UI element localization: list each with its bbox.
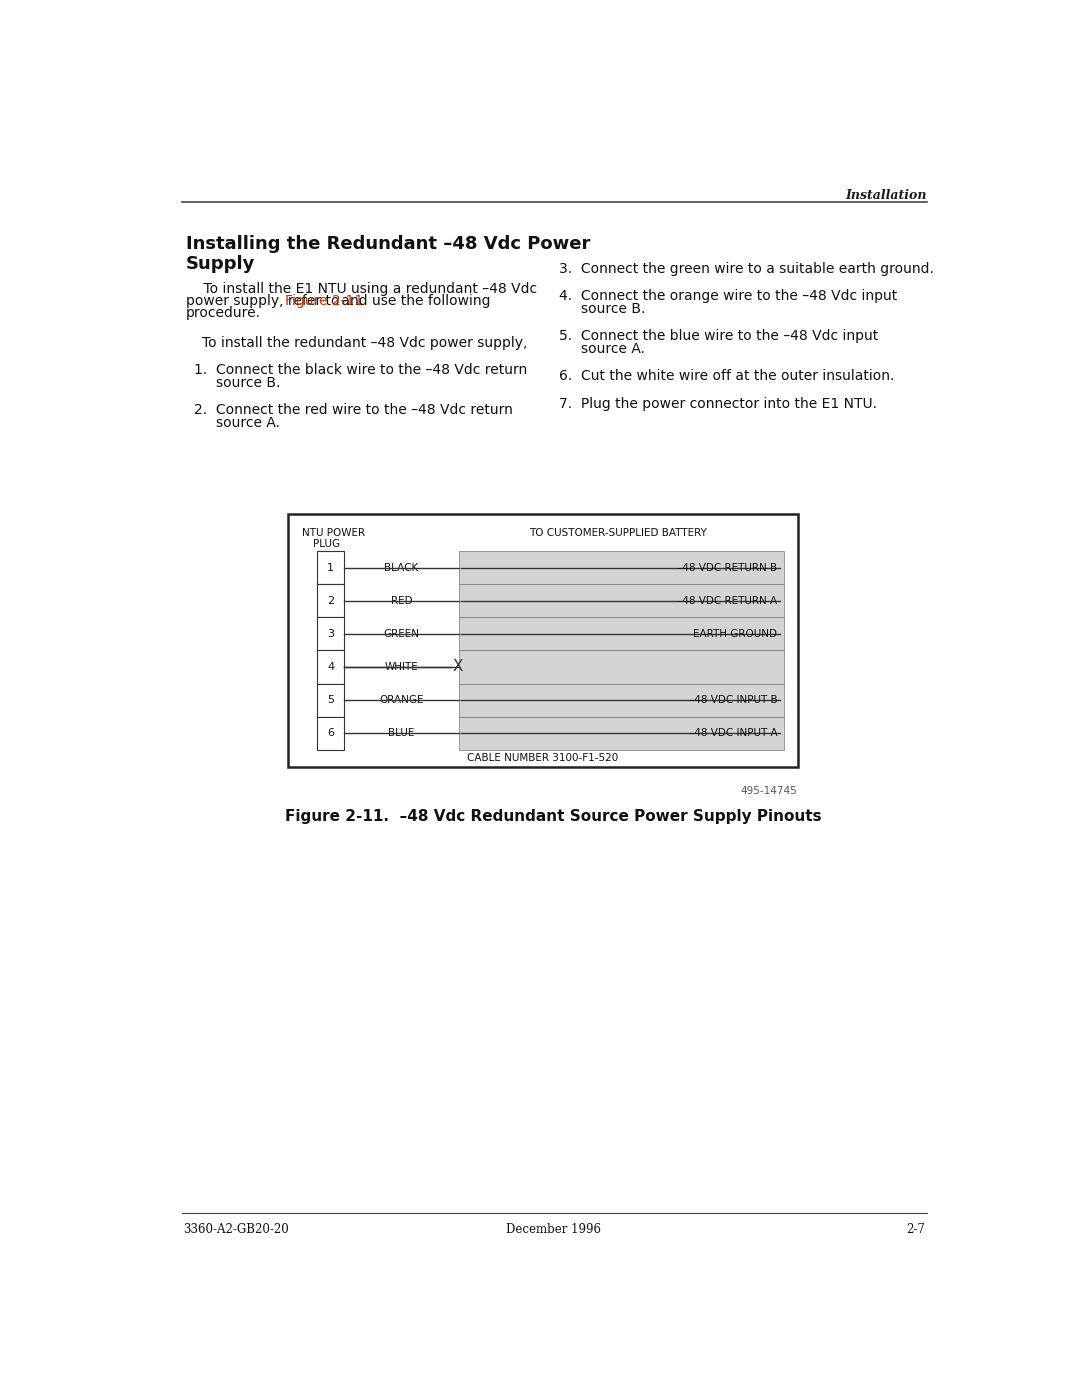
Text: Figure 2-11: Figure 2-11 <box>285 293 364 307</box>
Text: power supply, refer to: power supply, refer to <box>186 293 345 307</box>
Bar <box>459 550 784 584</box>
Bar <box>459 651 784 683</box>
Text: WHITE: WHITE <box>384 662 418 672</box>
Text: –48 VDC INPUT A: –48 VDC INPUT A <box>689 728 778 738</box>
Text: 6: 6 <box>327 728 334 738</box>
Text: BLACK: BLACK <box>384 563 419 573</box>
Text: BLUE: BLUE <box>389 728 415 738</box>
Text: –48 VDC INPUT B: –48 VDC INPUT B <box>689 696 778 705</box>
Bar <box>288 514 798 767</box>
Text: To install the E1 NTU using a redundant –48 Vdc: To install the E1 NTU using a redundant … <box>186 282 537 296</box>
Text: 5: 5 <box>327 696 334 705</box>
Bar <box>318 683 345 717</box>
Text: 2: 2 <box>327 595 334 606</box>
Text: EARTH GROUND: EARTH GROUND <box>693 629 778 638</box>
Text: 5.  Connect the blue wire to the –48 Vdc input: 5. Connect the blue wire to the –48 Vdc … <box>559 330 878 344</box>
Text: Installing the Redundant –48 Vdc Power: Installing the Redundant –48 Vdc Power <box>186 236 591 253</box>
Text: source B.: source B. <box>216 376 280 390</box>
Text: X: X <box>453 659 463 675</box>
Text: Supply: Supply <box>186 254 256 272</box>
Text: GREEN: GREEN <box>383 629 420 638</box>
Text: 4.  Connect the orange wire to the –48 Vdc input: 4. Connect the orange wire to the –48 Vd… <box>559 289 897 303</box>
Bar <box>318 584 345 617</box>
Text: 2-7: 2-7 <box>906 1222 926 1235</box>
Text: 6.  Cut the white wire off at the outer insulation.: 6. Cut the white wire off at the outer i… <box>559 369 894 383</box>
Text: RED: RED <box>391 595 413 606</box>
Bar <box>459 584 784 617</box>
Text: NTU POWER: NTU POWER <box>302 528 365 538</box>
Text: 1: 1 <box>327 563 334 573</box>
Text: ORANGE: ORANGE <box>379 696 423 705</box>
Text: 495-14745: 495-14745 <box>741 787 798 796</box>
Text: 7.  Plug the power connector into the E1 NTU.: 7. Plug the power connector into the E1 … <box>559 397 877 411</box>
Text: Figure 2-11.  –48 Vdc Redundant Source Power Supply Pinouts: Figure 2-11. –48 Vdc Redundant Source Po… <box>285 809 822 824</box>
Text: –48 VDC RETURN A: –48 VDC RETURN A <box>677 595 778 606</box>
Text: 3360-A2-GB20-20: 3360-A2-GB20-20 <box>183 1222 288 1235</box>
Text: To install the redundant –48 Vdc power supply,: To install the redundant –48 Vdc power s… <box>202 335 527 349</box>
Text: procedure.: procedure. <box>186 306 261 320</box>
Text: December 1996: December 1996 <box>507 1222 600 1235</box>
Text: 1.  Connect the black wire to the –48 Vdc return: 1. Connect the black wire to the –48 Vdc… <box>194 363 527 377</box>
Bar <box>318 651 345 683</box>
Text: –48 VDC RETURN B: –48 VDC RETURN B <box>677 563 778 573</box>
Text: source A.: source A. <box>216 415 280 430</box>
Bar <box>459 683 784 717</box>
Bar <box>459 717 784 750</box>
Bar <box>318 550 345 584</box>
Text: CABLE NUMBER 3100-F1-520: CABLE NUMBER 3100-F1-520 <box>468 753 619 763</box>
Text: 3: 3 <box>327 629 334 638</box>
Bar <box>318 617 345 651</box>
Bar <box>459 617 784 651</box>
Text: TO CUSTOMER-SUPPLIED BATTERY: TO CUSTOMER-SUPPLIED BATTERY <box>529 528 706 538</box>
Text: PLUG: PLUG <box>313 539 340 549</box>
Text: and use the following: and use the following <box>337 293 490 307</box>
Text: 3.  Connect the green wire to a suitable earth ground.: 3. Connect the green wire to a suitable … <box>559 261 934 275</box>
Text: Installation: Installation <box>846 189 927 203</box>
Text: source A.: source A. <box>581 342 645 356</box>
Bar <box>318 717 345 750</box>
Text: source B.: source B. <box>581 302 645 316</box>
Text: 2.  Connect the red wire to the –48 Vdc return: 2. Connect the red wire to the –48 Vdc r… <box>194 404 513 418</box>
Text: 4: 4 <box>327 662 334 672</box>
